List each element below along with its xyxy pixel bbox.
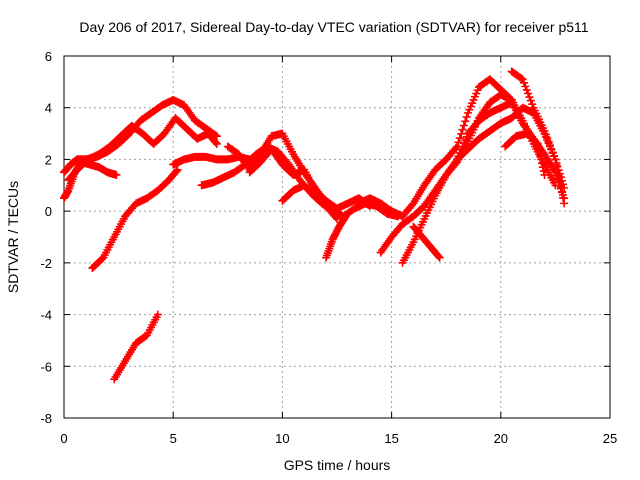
x-tick-label: 5 [170,431,177,446]
plus-marker [459,121,468,130]
series-arc-1 [110,310,162,384]
plus-marker [461,117,470,126]
plus-marker [534,143,543,152]
series-arc-11 [322,212,350,262]
plus-marker [333,214,341,223]
series-arc-2 [88,165,182,273]
plus-marker [541,130,550,139]
plus-marker [554,166,563,175]
plus-marker [153,310,162,319]
plus-marker [524,89,533,98]
x-tick-label: 10 [275,431,289,446]
chart-title: Day 206 of 2017, Sidereal Day-to-day VTE… [79,19,588,35]
plus-marker [526,96,535,105]
plus-marker [435,253,444,262]
plus-marker [556,173,565,182]
series-arc-17 [507,67,569,192]
plus-marker [544,137,553,146]
plus-marker [532,138,541,147]
plus-marker [528,100,537,109]
plus-marker [540,170,549,179]
x-tick-labels: 0 5 10 15 20 25 [60,431,617,446]
plus-marker [365,201,374,210]
plus-marker [212,139,221,148]
plus-marker [552,158,561,167]
plus-marker [557,176,566,185]
plus-marker [211,138,220,147]
plus-marker [457,129,466,138]
plus-marker [525,93,534,102]
series-arc-15 [409,222,444,262]
plus-marker [536,151,545,160]
plus-marker [548,148,557,157]
plus-marker [543,134,552,143]
plus-marker [451,159,460,168]
y-tick-label: 0 [45,204,52,219]
x-tick-label: 20 [494,431,508,446]
plus-marker [540,126,549,135]
plus-marker [518,75,527,84]
data-points [60,67,569,384]
x-tick-label: 15 [384,431,398,446]
plus-marker [533,139,542,148]
plus-marker [341,212,350,221]
plus-marker [340,213,349,222]
plus-marker [462,113,471,122]
plus-marker [331,213,340,222]
series-arc-13 [376,103,569,257]
y-tick-labels: -8 -6 -4 -2 0 2 4 6 [40,49,52,426]
plus-marker [451,144,460,153]
series-arc-7 [197,142,403,221]
x-tick-label: 25 [603,431,617,446]
y-tick-label: 4 [45,101,52,116]
y-axis-label: SDTVAR / TECUs [5,181,21,293]
plus-marker [520,78,529,87]
plus-marker [551,155,560,164]
plus-marker [547,144,556,153]
plus-marker [434,252,443,261]
x-tick-label: 0 [60,431,67,446]
y-tick-label: -4 [40,308,52,323]
plus-marker [521,82,530,91]
plus-marker [539,167,548,176]
axis-ticks [63,55,611,419]
plus-marker [455,134,464,143]
plus-marker [535,147,544,156]
plus-marker [517,74,526,83]
plus-marker [555,169,564,178]
series-arc-10 [278,181,341,223]
plus-marker [550,151,559,160]
plus-marker [172,167,181,176]
plus-marker [458,125,467,134]
plus-marker [538,159,547,168]
grid [64,56,610,418]
plus-marker [560,183,569,192]
y-tick-label: 2 [45,152,52,167]
plus-marker [454,138,463,147]
x-axis-label: GPS time / hours [284,457,391,473]
plot-frame [63,55,611,419]
y-tick-label: -2 [40,256,52,271]
series-arc-9 [245,145,374,213]
plus-marker [538,163,547,172]
plus-marker [173,165,182,174]
plus-marker [537,155,546,164]
plus-marker [112,170,121,179]
y-tick-label: 6 [45,49,52,64]
plus-marker [560,194,569,203]
plus-marker [522,85,531,94]
plus-marker [559,180,568,189]
y-tick-label: -8 [40,411,52,426]
series-arc-5 [64,114,221,185]
plus-marker [545,141,554,150]
series-arc-18 [501,129,549,179]
plus-marker [553,162,562,171]
y-tick-label: -6 [40,359,52,374]
